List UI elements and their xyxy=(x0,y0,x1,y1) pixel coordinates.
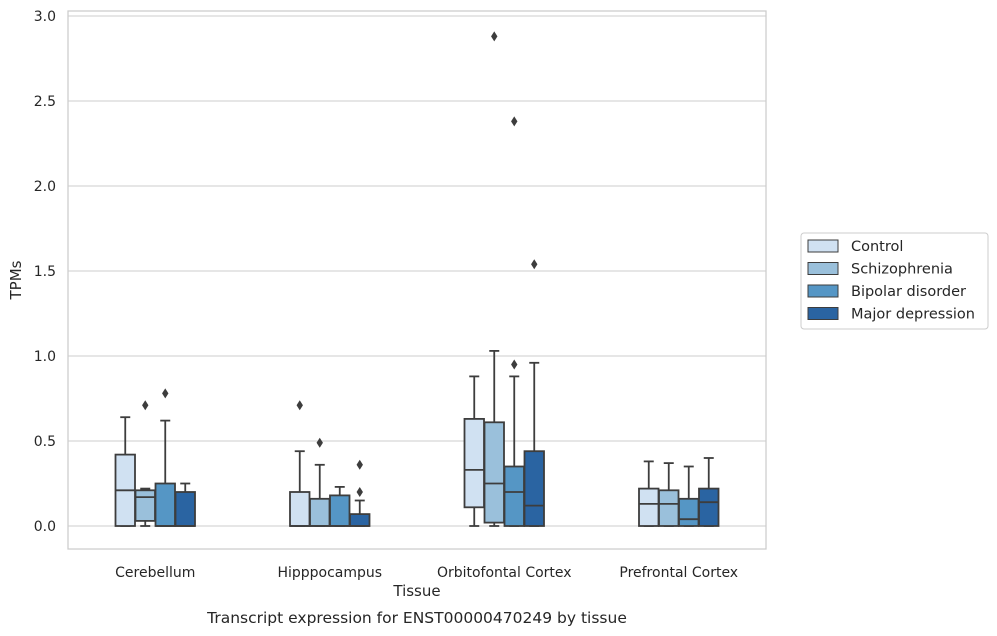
y-tick-label: 3.0 xyxy=(34,9,56,25)
box-1-3 xyxy=(349,459,371,527)
y-tick-label: 1.5 xyxy=(34,264,56,280)
legend-label: Major depression xyxy=(851,307,975,323)
x-tick-label: Orbitofontal Cortex xyxy=(437,565,572,581)
outlier-point xyxy=(531,259,538,270)
box-3-2 xyxy=(678,465,700,527)
legend-label: Bipolar disorder xyxy=(851,284,966,300)
box-3-3 xyxy=(698,457,720,527)
legend-swatch xyxy=(807,239,839,253)
y-tick-label: 0.0 xyxy=(34,519,56,535)
outlier-point xyxy=(142,400,149,411)
box-2-3 xyxy=(523,259,545,527)
y-tick-label: 2.0 xyxy=(34,179,56,195)
plot-area-frame xyxy=(67,10,767,550)
iqr-box xyxy=(523,450,545,527)
y-tick-label: 0.5 xyxy=(34,434,56,450)
outlier-point xyxy=(296,400,303,411)
outlier-point xyxy=(356,487,363,497)
legend: Control Schizophrenia Bipolar disorder Majo… xyxy=(800,232,989,330)
outlier-point xyxy=(491,31,498,42)
x-axis-ticks: Cerebellum Hipppocampus Orbitofontal Corte… xyxy=(115,565,738,581)
iqr-box xyxy=(503,465,525,527)
iqr-box xyxy=(698,487,720,527)
iqr-box xyxy=(309,497,331,527)
outlier-point xyxy=(511,116,518,127)
iqr-box xyxy=(289,491,311,527)
iqr-box xyxy=(463,417,485,509)
y-tick-label: 2.5 xyxy=(34,94,56,110)
box-2-2 xyxy=(503,116,525,527)
outlier-point xyxy=(511,359,518,370)
box-0-1 xyxy=(134,400,156,527)
y-axis-label: TPMs xyxy=(7,260,25,300)
iqr-box xyxy=(678,497,700,527)
box-0-0 xyxy=(114,416,136,527)
legend-frame xyxy=(800,232,989,330)
y-tick-label: 1.0 xyxy=(34,349,56,365)
x-tick-label: Cerebellum xyxy=(115,565,195,581)
box-3-0 xyxy=(638,460,660,527)
x-tick-label: Prefrontal Cortex xyxy=(619,565,738,581)
box-1-2 xyxy=(329,485,351,527)
legend-swatch xyxy=(807,262,839,275)
box-groups xyxy=(114,31,720,527)
x-axis-label: Tissue xyxy=(392,582,440,600)
box-2-1 xyxy=(483,31,505,527)
iqr-box xyxy=(658,489,680,527)
box-3-1 xyxy=(658,462,680,527)
iqr-box xyxy=(174,491,196,527)
iqr-box xyxy=(483,421,505,524)
box-0-3 xyxy=(174,482,196,527)
iqr-box xyxy=(329,494,351,527)
outlier-point xyxy=(162,388,169,399)
outlier-point xyxy=(356,459,363,470)
legend-swatch xyxy=(807,307,839,320)
x-tick-label: Hipppocampus xyxy=(277,565,382,581)
legend-label: Schizophrenia xyxy=(851,262,953,278)
chart-caption: Transcript expression for ENST0000047024… xyxy=(206,609,627,627)
iqr-box xyxy=(154,482,176,527)
box-2-0 xyxy=(463,375,485,527)
iqr-box xyxy=(349,513,371,527)
box-1-1 xyxy=(309,437,331,527)
outlier-point xyxy=(316,437,323,448)
legend-swatch xyxy=(807,284,839,298)
grid-lines xyxy=(68,15,766,527)
box-0-2 xyxy=(154,388,176,527)
y-axis-ticks: 0.0 0.5 1.0 1.5 2.0 2.5 3.0 xyxy=(34,9,56,535)
box-1-0 xyxy=(289,400,311,527)
iqr-box xyxy=(134,489,156,522)
legend-label: Control xyxy=(851,239,903,255)
iqr-box xyxy=(638,487,660,527)
